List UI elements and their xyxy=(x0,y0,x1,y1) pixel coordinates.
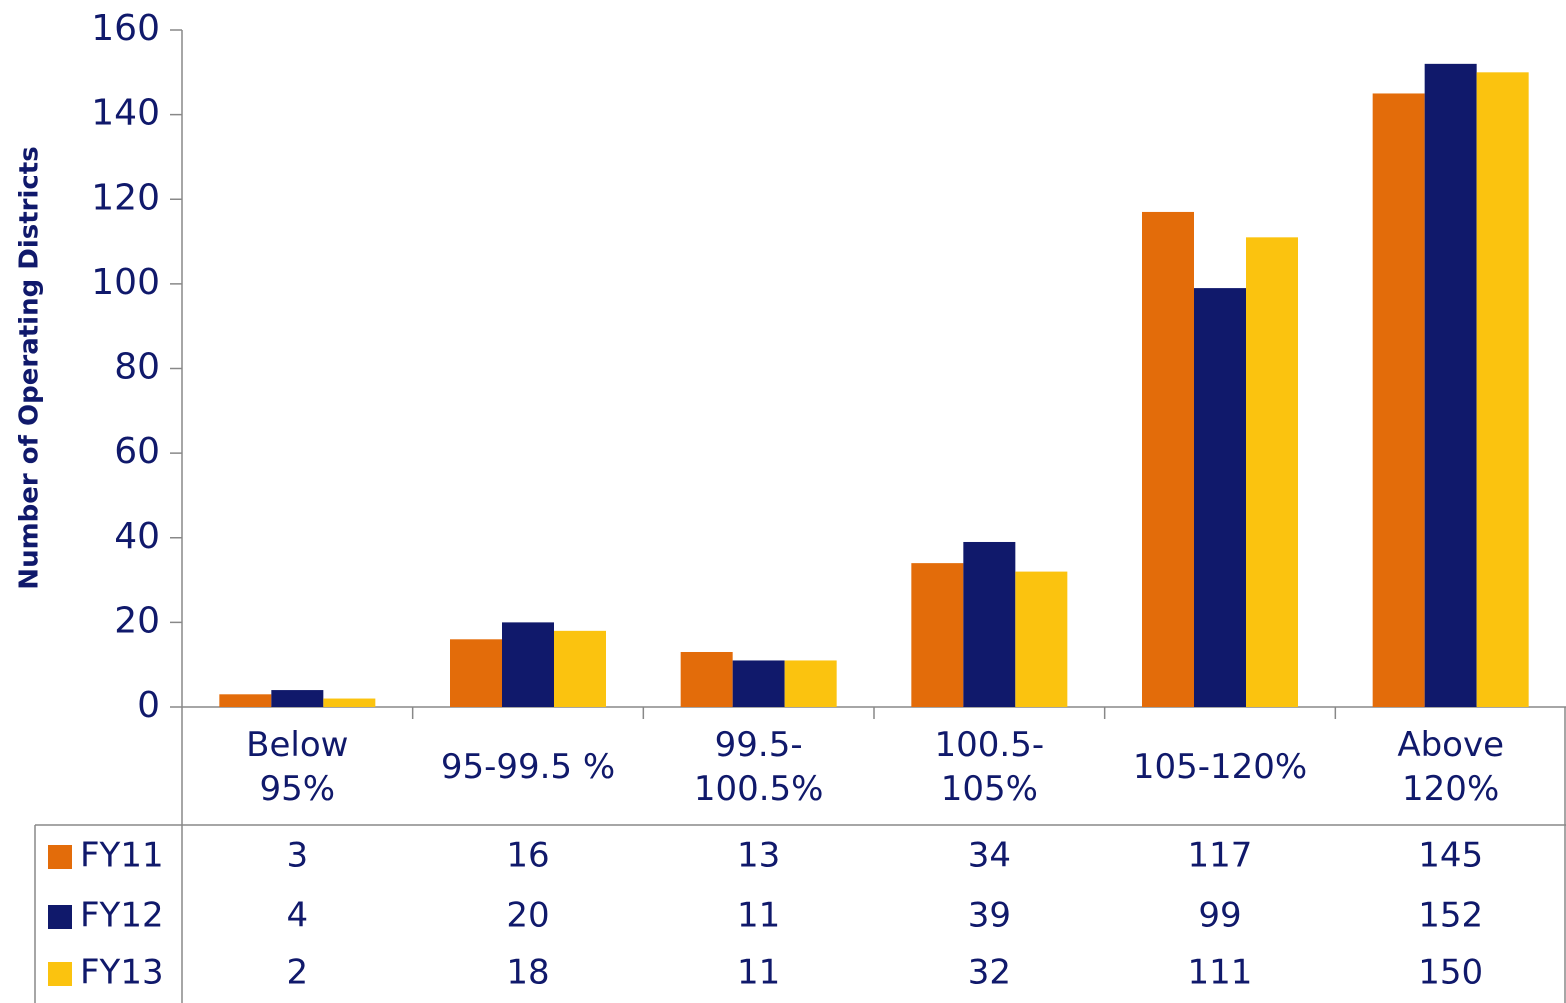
y-tick-label: 40 xyxy=(114,516,160,557)
table-value: 11 xyxy=(737,953,780,993)
table-value: 4 xyxy=(287,896,309,936)
y-axis-title: Number of Operating Districts xyxy=(15,146,45,589)
x-tick-label: 95-99.5 % xyxy=(440,747,616,787)
x-tick-label: 105-120% xyxy=(1132,747,1308,787)
bar xyxy=(963,541,1016,707)
table-value: 150 xyxy=(1418,953,1483,993)
table-value: 3 xyxy=(287,836,309,876)
legend-label: FY11 xyxy=(80,836,164,876)
legend-key xyxy=(48,905,72,929)
table-value: 39 xyxy=(968,896,1011,936)
table-value: 34 xyxy=(968,836,1011,876)
bar xyxy=(554,630,606,707)
bar xyxy=(1142,211,1194,707)
bar xyxy=(1194,288,1246,707)
table-value: 11 xyxy=(737,896,780,936)
bar xyxy=(680,651,733,707)
bar xyxy=(1372,93,1425,707)
bar xyxy=(1424,63,1477,708)
table-value: 145 xyxy=(1418,836,1483,876)
table-value: 152 xyxy=(1418,896,1483,936)
bar xyxy=(219,694,272,707)
bar xyxy=(502,622,554,707)
table-value: 2 xyxy=(287,953,309,993)
y-tick-label: 20 xyxy=(114,600,160,641)
table-value: 32 xyxy=(968,953,1011,993)
y-tick-label: 80 xyxy=(114,347,160,388)
table-value: 13 xyxy=(737,836,780,876)
y-tick-label: 120 xyxy=(91,177,160,218)
legend-key xyxy=(48,845,72,869)
y-tick-label: 0 xyxy=(137,685,160,726)
table-value: 20 xyxy=(506,896,549,936)
bar xyxy=(1476,72,1529,707)
table-value: 117 xyxy=(1188,836,1253,876)
bar xyxy=(911,563,964,707)
bar xyxy=(732,660,785,707)
x-tick-label: Below 95% xyxy=(246,725,349,809)
table-value: 111 xyxy=(1188,953,1253,993)
bar xyxy=(1015,571,1068,707)
x-tick-label: 99.5- 100.5% xyxy=(693,725,824,809)
legend-key xyxy=(48,962,72,986)
legend-label: FY13 xyxy=(80,953,164,993)
y-tick-label: 140 xyxy=(91,93,160,134)
table-value: 16 xyxy=(506,836,549,876)
y-tick-label: 60 xyxy=(114,431,160,472)
bar xyxy=(1246,237,1298,708)
x-tick-label: Above 120% xyxy=(1397,725,1504,809)
x-tick-label: 100.5- 105% xyxy=(934,725,1045,809)
legend-label: FY12 xyxy=(80,896,164,936)
y-tick-label: 100 xyxy=(91,262,160,303)
table-value: 18 xyxy=(506,953,549,993)
bar xyxy=(323,698,376,707)
y-tick-label: 160 xyxy=(91,8,160,49)
table-value: 99 xyxy=(1198,896,1241,936)
bar xyxy=(784,660,837,707)
bar xyxy=(450,639,502,707)
bar xyxy=(271,690,324,707)
